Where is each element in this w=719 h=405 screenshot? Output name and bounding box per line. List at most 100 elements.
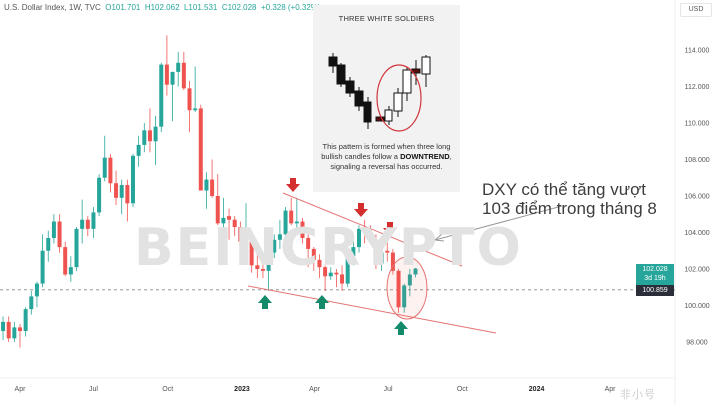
last-price: 102.028 — [642, 266, 668, 273]
logo: 非小号 — [620, 389, 656, 401]
candle-body — [136, 144, 141, 156]
candle-body — [1, 321, 6, 332]
candle — [311, 247, 316, 271]
candle — [351, 239, 356, 266]
candle-body — [357, 228, 361, 248]
candle-body — [373, 239, 378, 264]
candle — [125, 179, 130, 222]
annotation-line: 103 điểm trong tháng 8 — [482, 199, 657, 218]
x-tick-label: 2024 — [529, 386, 545, 393]
lower-trendline[interactable] — [247, 285, 497, 334]
candle — [328, 267, 333, 280]
watermark: BEINCRYPTO — [134, 218, 523, 278]
candle — [323, 265, 328, 291]
candle — [131, 154, 135, 207]
x-tick-label: Oct — [162, 386, 173, 393]
candle-body — [244, 234, 248, 242]
y-tick-label: 114.000 — [685, 48, 710, 55]
candle-body — [34, 283, 39, 297]
candle — [159, 62, 164, 133]
inset-description: This pattern is formed when three long b… — [319, 142, 454, 172]
candle-body — [119, 185, 124, 198]
annotation-arrow — [433, 205, 563, 242]
candle-body — [272, 239, 277, 253]
candle-body — [362, 228, 367, 233]
candle — [170, 71, 175, 122]
candle — [215, 174, 220, 226]
candle — [193, 66, 198, 113]
candle-body — [18, 327, 22, 332]
candle — [379, 250, 384, 271]
candle-body — [181, 62, 186, 89]
symbol-header: U.S. Dollar Index, 1W, TVC O101.701 H102… — [4, 3, 321, 12]
candle-body — [311, 248, 316, 260]
candle — [390, 248, 395, 275]
y-tick-label: 104.000 — [684, 230, 709, 237]
candle-body — [334, 272, 339, 275]
candle-body — [260, 269, 265, 271]
pattern-illustration — [328, 53, 431, 132]
candle-body — [68, 267, 73, 275]
candle-body — [159, 64, 164, 127]
candle — [68, 256, 73, 282]
annotation-text: DXY có thể tăng vượt 103 điểm trong thán… — [482, 180, 657, 218]
candle-body — [204, 179, 209, 191]
inset-title: THREE WHITE SOLDIERS — [338, 14, 435, 23]
highlight-ellipse[interactable] — [386, 256, 428, 320]
candle — [340, 265, 345, 291]
axis-ticks: 98.000 100.000 102.000 104.000 106.000 108.00… — [15, 48, 710, 394]
candle-body — [108, 157, 113, 184]
candle — [18, 323, 22, 348]
candle-body — [210, 179, 215, 196]
ohlc-high: H102.062 — [144, 3, 180, 12]
candle-body — [215, 196, 220, 224]
ohlc-low: L101.531 — [183, 3, 218, 12]
candle-body — [51, 221, 56, 238]
up-arrow-icon — [258, 295, 272, 309]
ohlc-change: +0.328 (+0.32%) — [260, 3, 321, 12]
candle — [51, 214, 56, 244]
candle-body — [227, 216, 232, 220]
candle-body — [80, 219, 85, 229]
candle-body — [238, 227, 243, 242]
candle — [210, 159, 215, 198]
candle-body — [300, 221, 305, 238]
x-tick-label: Apr — [605, 386, 617, 393]
candle — [80, 199, 85, 244]
candle — [97, 174, 102, 217]
candle-body — [170, 71, 175, 85]
candle-body — [221, 217, 226, 224]
upper-trendline[interactable] — [282, 192, 463, 267]
candle — [402, 283, 407, 313]
candle — [29, 290, 34, 315]
candle — [396, 269, 401, 313]
bar-countdown: 3d 19h — [644, 275, 666, 282]
candle — [345, 254, 350, 288]
candle — [40, 234, 45, 288]
candle-body — [147, 130, 152, 142]
candle — [46, 230, 51, 262]
candle — [385, 241, 390, 262]
candle — [142, 123, 147, 153]
currency-button[interactable]: USD — [680, 3, 712, 17]
candle — [362, 219, 367, 244]
reference-price-label: 100.859 — [636, 285, 674, 296]
candle-body — [413, 268, 418, 275]
candle — [249, 234, 254, 273]
y-tick-label: 98.000 — [686, 340, 708, 347]
down-arrow-icon — [354, 203, 368, 217]
y-tick-label: 112.000 — [685, 84, 710, 91]
candle-body — [97, 177, 102, 213]
candle-body — [340, 274, 345, 284]
candle — [334, 269, 339, 288]
candle-body — [294, 221, 299, 224]
ohlc-open: O101.701 — [105, 3, 141, 12]
candle-body — [345, 256, 350, 284]
y-tick-label: 108.000 — [684, 157, 709, 164]
candle-body — [390, 252, 395, 271]
candle-body — [164, 64, 169, 85]
candle — [108, 154, 113, 193]
candle-body — [187, 88, 192, 111]
candle-body — [142, 130, 147, 145]
